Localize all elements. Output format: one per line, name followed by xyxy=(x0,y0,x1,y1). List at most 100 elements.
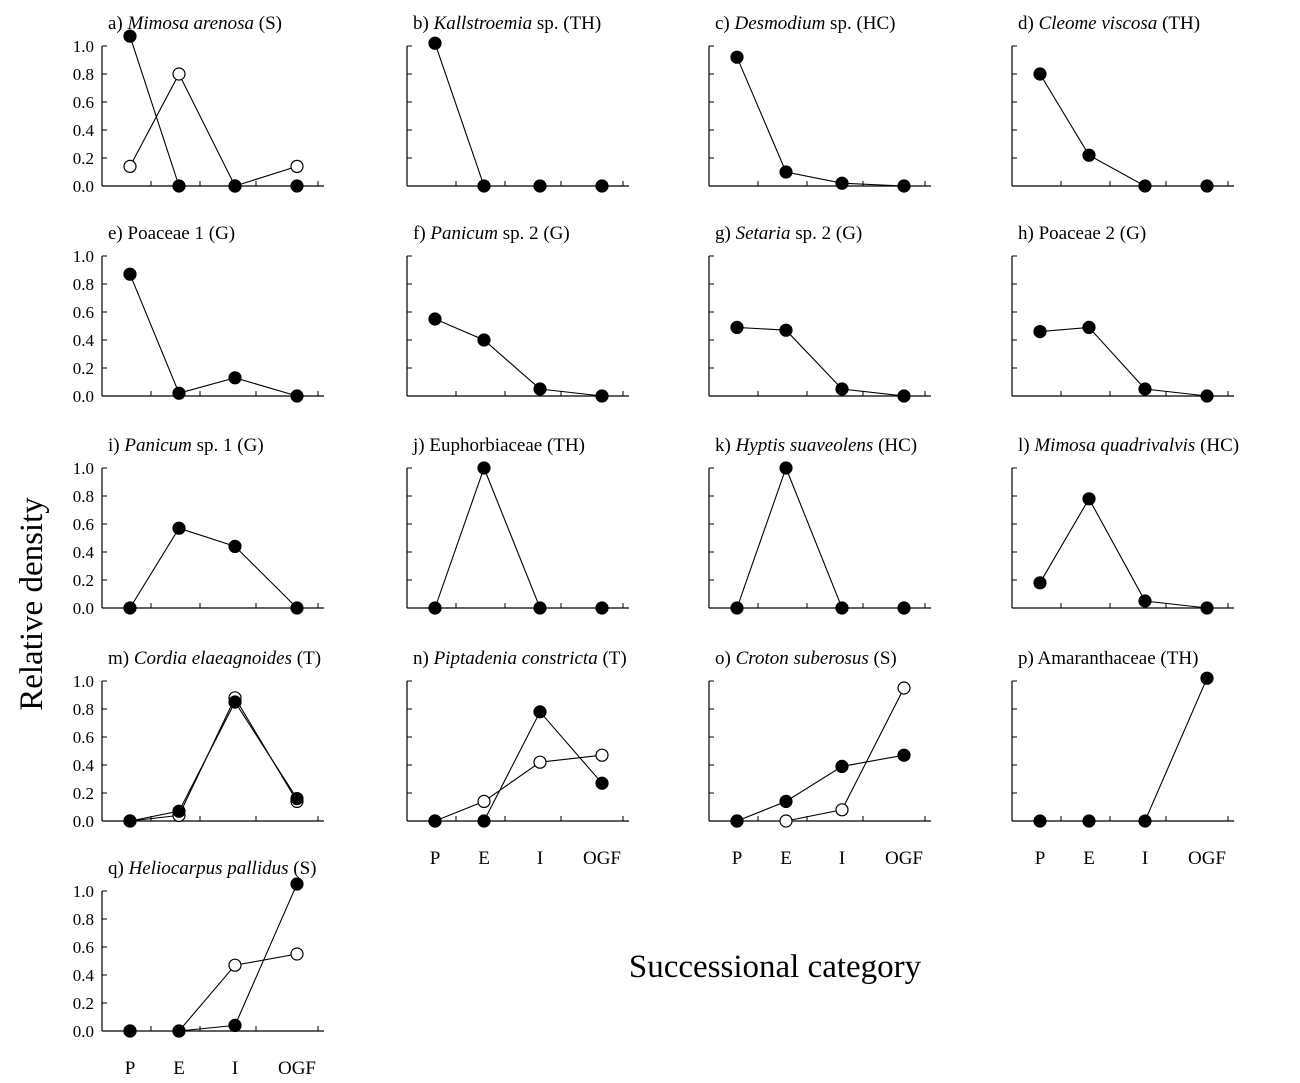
point-open-i xyxy=(533,755,547,769)
point-filled-ogf xyxy=(290,389,304,403)
panel-p: p) Amaranthaceae (TH) P E I OGF xyxy=(1011,648,1234,869)
x-tick-label-e: E xyxy=(780,848,792,869)
point-open-i xyxy=(835,803,849,817)
point-filled-ogf xyxy=(897,601,911,615)
title-species: Cleome viscosa xyxy=(1039,13,1158,34)
title-prefix: g) xyxy=(715,223,736,244)
panel-l-title: l) Mimosa quadrivalvis (HC) xyxy=(1018,435,1239,456)
y-tick-label: 0.4 xyxy=(73,966,95,985)
point-filled-ogf xyxy=(595,601,609,615)
panel-d-title: d) Cleome viscosa (TH) xyxy=(1018,13,1200,34)
panel-g-title: g) Setaria sp. 2 (G) xyxy=(715,223,862,244)
point-filled-e xyxy=(172,386,186,400)
title-species: Mimosa quadrivalvis xyxy=(1033,435,1195,456)
point-filled-ogf xyxy=(897,179,911,193)
y-tick-label: 0.6 xyxy=(73,938,94,957)
x-tick-label-p: P xyxy=(430,848,441,869)
point-filled-ogf xyxy=(1200,671,1214,685)
panel-f: f) Panicum sp. 2 (G) xyxy=(406,223,629,403)
panel-p-title: p) Amaranthaceae (TH) xyxy=(1018,648,1198,669)
panel-c-title: c) Desmodium sp. (HC) xyxy=(715,13,896,34)
point-filled-i xyxy=(1138,179,1152,193)
series-line-open xyxy=(129,72,298,187)
y-tick-label: 0.0 xyxy=(73,812,94,831)
title-suffix: sp. 1 (G) xyxy=(192,435,264,456)
point-filled-i xyxy=(228,695,242,709)
y-tick-label: 1.0 xyxy=(73,672,94,691)
panel-c: c) Desmodium sp. (HC) xyxy=(708,13,931,193)
series-line-filled xyxy=(736,466,904,609)
point-filled-i xyxy=(533,179,547,193)
point-filled-i xyxy=(533,705,547,719)
point-filled-e xyxy=(1082,148,1096,162)
point-filled-ogf xyxy=(290,791,304,806)
point-filled-i xyxy=(835,176,849,190)
point-filled-ogf xyxy=(897,389,911,403)
panel-e: e) Poaceae 1 (G) 0.0 0.2 0.4 0.6 0.8 1.0 xyxy=(73,223,324,406)
series-line-filled xyxy=(129,273,298,397)
title-species: Heliocarpus pallidus xyxy=(128,858,289,879)
title-prefix: e) Poaceae 1 (G) xyxy=(108,223,235,244)
x-tick-label-p: P xyxy=(1035,848,1046,869)
y-tick-label: 0.6 xyxy=(73,515,94,534)
point-filled-p xyxy=(123,267,137,281)
point-filled-e xyxy=(172,804,186,818)
point-filled-i xyxy=(1138,382,1152,396)
title-species: Hyptis suaveolens xyxy=(735,435,874,456)
point-filled-i xyxy=(835,382,849,396)
panel-n: n) Piptadenia constricta (T) P E I OGF xyxy=(406,648,629,869)
title-prefix: j) Euphorbiaceae (TH) xyxy=(412,435,585,456)
point-filled-e xyxy=(477,814,491,828)
title-prefix: q) xyxy=(108,858,129,879)
point-open-ogf xyxy=(595,748,609,762)
point-filled-e xyxy=(172,521,186,535)
point-filled-i xyxy=(228,1018,242,1033)
title-species: Kallstroemia xyxy=(433,13,533,34)
y-tick-label: 0.6 xyxy=(73,303,94,322)
x-tick-label-ogf: OGF xyxy=(278,1058,316,1079)
title-species: Panicum xyxy=(429,223,498,244)
y-tick-label: 1.0 xyxy=(73,882,94,901)
point-filled-p xyxy=(730,50,744,64)
title-prefix: a) xyxy=(108,13,128,34)
x-tick-label-ogf: OGF xyxy=(583,848,621,869)
y-tick-label: 0.4 xyxy=(73,756,95,775)
point-filled-p xyxy=(428,814,442,828)
title-species: Croton suberosus xyxy=(736,648,869,669)
series-line-filled xyxy=(434,43,602,187)
point-filled-ogf xyxy=(1200,389,1214,403)
point-filled-e xyxy=(477,333,491,347)
panel-k: k) Hyptis suaveolens (HC) xyxy=(708,435,931,615)
point-filled-p xyxy=(123,601,137,615)
point-filled-p xyxy=(123,814,137,828)
point-filled-p xyxy=(1033,67,1047,81)
y-tick-label: 1.0 xyxy=(73,247,94,266)
x-axis-label: Successional category xyxy=(629,949,922,985)
x-tick-label-e: E xyxy=(1083,848,1095,869)
point-filled-p xyxy=(1033,576,1047,590)
series-line-filled xyxy=(129,527,298,609)
panel-i-title: i) Panicum sp. 1 (G) xyxy=(108,435,264,456)
panel-d: d) Cleome viscosa (TH) xyxy=(1011,13,1234,193)
title-suffix: (S) xyxy=(254,13,282,34)
title-suffix: sp. (HC) xyxy=(825,13,895,34)
series-line-filled xyxy=(736,56,905,187)
x-tick-label-p: P xyxy=(732,848,743,869)
point-open-i xyxy=(228,958,242,972)
point-filled-ogf xyxy=(595,389,609,403)
series-line-filled xyxy=(129,700,298,822)
title-suffix: (HC) xyxy=(873,435,917,456)
title-species: Cordia elaeagnoides xyxy=(134,648,292,669)
title-species: Piptadenia constricta xyxy=(433,648,598,669)
y-tick-label: 0.6 xyxy=(73,93,94,112)
y-tick-label: 0.8 xyxy=(73,65,94,84)
series-line-open xyxy=(130,953,298,1032)
point-filled-p xyxy=(123,29,137,43)
series-line-open xyxy=(434,754,603,822)
point-filled-p xyxy=(730,601,744,615)
point-filled-p xyxy=(428,312,442,326)
title-species: Mimosa arenosa xyxy=(127,13,255,34)
point-filled-p xyxy=(1033,325,1047,339)
point-filled-ogf xyxy=(1200,601,1214,615)
y-tick-label: 0.4 xyxy=(73,543,95,562)
